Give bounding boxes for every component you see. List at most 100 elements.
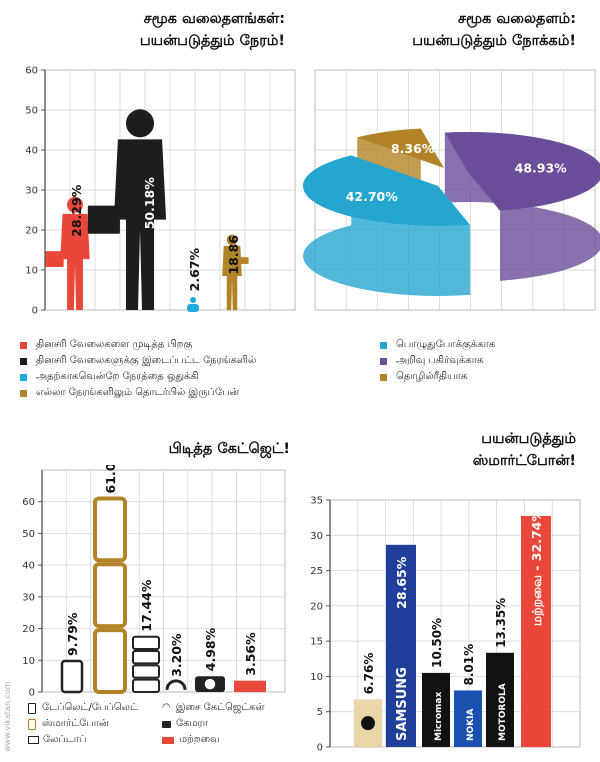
time-bar-value-label: 2.67%: [187, 247, 202, 291]
smartphone-chart-y-tick-label: 0: [317, 743, 323, 754]
legend-item: அறிவு பகிர்வுக்காக: [380, 353, 495, 369]
brand-bar: [486, 652, 514, 747]
brand-bar-value-label: 28.65%: [394, 556, 409, 609]
legend-swatch-purple: [380, 357, 387, 365]
time-chart-y-tick-label: 30: [25, 186, 38, 197]
legend-label: லேப்டாப்: [43, 734, 87, 745]
smartphone-chart-title-line-1: பயன்படுத்தும்: [481, 431, 576, 447]
gadget-bar-value-label: 3.20%: [169, 633, 184, 677]
seated-person-head: [190, 297, 196, 303]
gadget-legend-row: லேப்டாப் மற்றவை: [28, 732, 318, 748]
gadget-chart-title: பிடித்த கேட்ஜெட்!: [110, 438, 290, 460]
brand-bar-value-label: 10.50%: [430, 618, 444, 668]
camera-lens-icon: [204, 678, 216, 690]
gadget-chart-y-tick-label: 20: [22, 624, 35, 635]
legend-swatch-gold: [380, 373, 387, 381]
legend-item: ஸ்மார்ட்போன்: [28, 716, 162, 732]
legend-label: தொழில்ரீதியாக: [396, 371, 468, 382]
smartphone-icon: [93, 562, 127, 629]
gadget-bar-value-label: 61.03: [103, 465, 118, 493]
gadget-bar-value-label: 3.56%: [243, 632, 258, 676]
purpose-pie-chart: 8.36% 48.93% 42.70%: [303, 69, 600, 311]
gadget-chart-y-tick-label: 50: [22, 529, 35, 540]
legend-item: எல்லா நேரங்களிலும் தொடர்பில் இருப்பேன்: [20, 385, 256, 401]
seated-person-body: [187, 304, 199, 312]
headphones-icon: ◠: [162, 702, 171, 713]
purpose-chart-title: சமூக வலைதளம்: பயன்படுத்தும் நோக்கம்!: [330, 8, 576, 52]
headphones-icon: [165, 679, 187, 691]
legend-label: தினசரி வேலைகளுக்கு இடைப்பட்ட நேரங்களில்: [36, 355, 257, 366]
time-usage-chart: 0 10 20 30 40 50 60 28.29% 50.18% 2.67% 18.86: [25, 66, 296, 317]
laptop-icon: [132, 635, 160, 651]
pie-slice-label: 8.36%: [391, 141, 435, 156]
purpose-chart-title-line-1: சமூக வலைதளம்:: [457, 11, 576, 27]
smartphone-chart-y-tick-label: 35: [310, 496, 323, 507]
legend-item: தொழில்ரீதியாக: [380, 369, 495, 385]
brand-logo-text: Micromax: [434, 692, 444, 741]
legend-item: மற்றவை: [162, 732, 220, 748]
brand-bar-value-label: 8.01%: [462, 644, 476, 686]
brand-bar-value-label: 13.35%: [494, 598, 508, 648]
legend-item: தினசரி வேலைகளுக்கு இடைப்பட்ட நேரங்களில்: [20, 353, 256, 369]
tablet-icon: [60, 659, 84, 694]
pie-slice-label: 42.70%: [346, 189, 399, 204]
time-chart-title-line-1: சமூக வலைதளங்கள்:: [143, 11, 285, 27]
laptop-icon: [238, 257, 249, 264]
others-bar: [234, 680, 266, 692]
gadget-bar-value-label: 9.79%: [65, 612, 80, 656]
brand-bar: [386, 544, 416, 747]
time-chart-y-tick-label: 0: [32, 306, 38, 317]
time-chart-title-line-2: பயன்படுத்தும் நேரம்!: [139, 33, 285, 49]
pie-slice: [357, 128, 444, 168]
gadget-legend-row: ஸ்மார்ட்போன் கேமரா: [28, 716, 318, 732]
legend-label: அதற்காகவென்றே நேரத்தை ஒதுக்கி: [36, 371, 199, 382]
pie-slice-label: 48.93%: [515, 160, 568, 175]
gadget-chart-title-line-1: பிடித்த கேட்ஜெட்!: [168, 441, 290, 457]
time-chart-legend: தினசரி வேலைகளை முடித்த பிறகு தினசரி வேலை…: [20, 337, 256, 401]
brand-logo-text: SAMSUNG: [395, 667, 410, 741]
person-with-bag-icon: [45, 196, 90, 310]
legend-label: பொழுதுபோக்குக்காக: [396, 339, 496, 350]
gadget-bar-value-label: 4.98%: [203, 627, 218, 671]
smartphone-chart-title-line-2: ஸ்மார்ட்போன்!: [472, 453, 576, 469]
legend-swatch-gold: [20, 389, 27, 397]
smartphone-chart-title: பயன்படுத்தும் ஸ்மார்ட்போன்!: [400, 428, 576, 472]
legend-item: தினசரி வேலைகளை முடித்த பிறகு: [20, 337, 256, 353]
laptop-icon: [132, 650, 160, 665]
camera-icon: [162, 720, 171, 728]
legend-label: இசை கேட்ஜெட்கள்: [175, 702, 265, 713]
legend-label: டேப்லெட்/பேப்லெட்: [42, 702, 138, 713]
smartphone-chart-y-tick-label: 25: [310, 566, 323, 577]
figure-body: [222, 245, 242, 310]
legend-label: ஸ்மார்ட்போன்: [42, 718, 109, 729]
gadget-legend: டேப்லெட்/பேப்லெட் ◠ இசை கேட்ஜெட்கள் ஸ்மார…: [28, 700, 318, 748]
legend-item: கேமரா: [162, 716, 208, 732]
watermark: www.vikatan.com: [3, 681, 12, 752]
legend-item: டேப்லெட்/பேப்லெட்: [28, 700, 162, 716]
brand-logo-text: MOTOROLA: [498, 683, 508, 741]
legend-swatch-blue: [380, 341, 387, 349]
tablet-icon: [28, 702, 36, 714]
smartphone-chart-y-tick-label: 30: [310, 531, 323, 542]
legend-swatch-black: [20, 357, 27, 365]
briefcase-icon: [45, 251, 64, 267]
gadget-chart: 0 10 20 30 40 50 60 9.79% 61.03 17.44% 3.20% 4.98% 3…: [22, 465, 286, 697]
smartphone-chart-y-tick-label: 15: [310, 637, 323, 648]
pie-slice: [444, 132, 600, 211]
legend-item: லேப்டாப்: [28, 732, 162, 748]
brand-bar-value-label: மற்றவை - 32.74%: [529, 509, 545, 626]
gadget-chart-y-tick-label: 10: [22, 656, 35, 667]
time-bar-value-label: 50.18%: [142, 177, 157, 230]
person-with-laptop-icon: [222, 234, 249, 310]
smartphone-icon: [93, 496, 127, 563]
gadget-bar-value-label: 17.44%: [139, 579, 154, 632]
briefcase-icon: [87, 205, 120, 234]
others-swatch-icon: [162, 736, 174, 744]
gadget-chart-y-tick-label: 40: [22, 561, 35, 572]
laptop-icon: [28, 736, 39, 744]
pie-slice: [303, 155, 471, 226]
brand-bar: [422, 672, 450, 747]
figure-head: [226, 234, 238, 246]
brand-bar: [521, 515, 551, 747]
gadget-chart-y-tick-label: 60: [22, 497, 35, 508]
